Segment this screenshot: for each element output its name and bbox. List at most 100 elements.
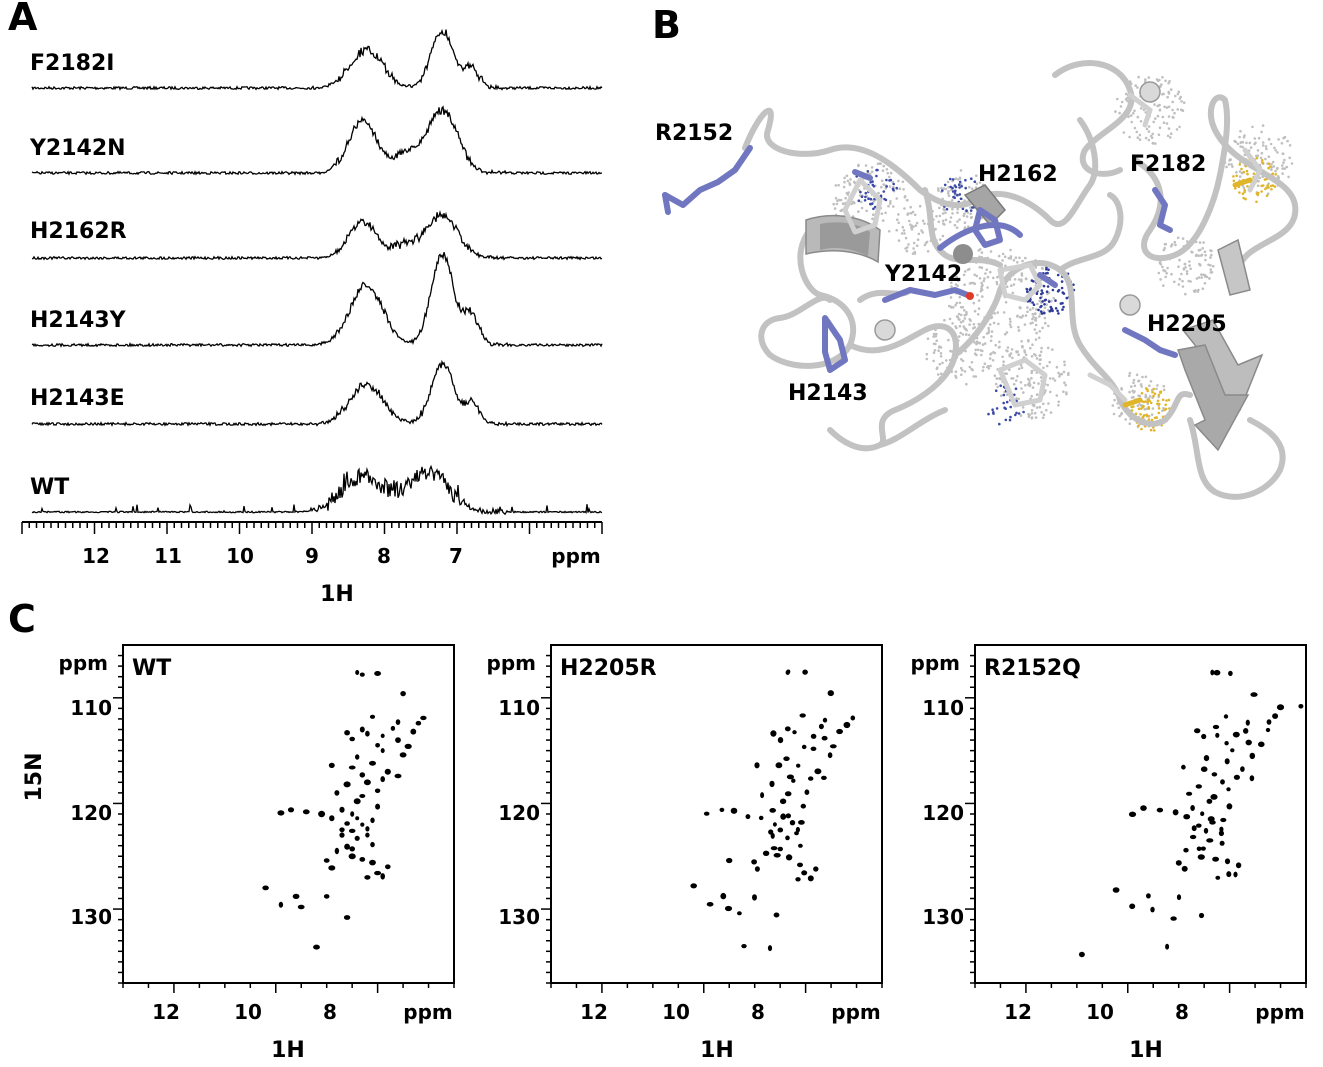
surface-dot [1031,343,1034,347]
hsqc-peak [329,815,335,822]
surface-dot [1273,146,1276,150]
residue-label-h2143: H2143 [788,381,868,406]
hsqc-peak [390,725,396,731]
surface-dot [1145,127,1149,131]
surface-dot [985,268,989,272]
hsqc-peak [783,756,790,761]
hsqc-peak [827,752,833,759]
surface-dot [1163,246,1166,250]
surface-dot [1272,165,1276,168]
surface-dot [963,221,967,224]
hsqc-peak [359,857,366,862]
surface-dot [1261,144,1265,147]
hsqc-peak [350,811,355,817]
helix-ribbon [805,214,881,264]
surface-dot [1009,248,1012,252]
surface-dot [1033,318,1037,322]
surface-dot [1178,97,1182,100]
surface-dot [1128,371,1132,375]
surface-dot [986,275,990,279]
surface-dot [1018,316,1022,319]
surface-dot [875,174,878,178]
surface-dot [1184,292,1187,296]
hsqc-peak [785,854,793,861]
x-axis-title: 1H [700,1038,734,1063]
surface-dot [992,276,995,280]
surface-dot [911,210,915,214]
hsqc-peak [797,862,803,868]
surface-dot [886,171,889,175]
hsqc-peak [1200,846,1206,851]
surface-dot [1267,137,1271,141]
surface-dot [1178,258,1181,262]
surface-dot [889,200,892,203]
axis-ticks [113,654,455,993]
surface-dot [1286,139,1289,143]
hsqc-peak [758,815,764,821]
surface-dot [1015,350,1019,354]
surface-dot [965,209,968,212]
x-tick-label-12: 12 [1004,1000,1032,1024]
surface-dot [1261,161,1265,165]
surface-dot [965,333,968,336]
hsqc-peak [1175,860,1182,866]
surface-dot [1064,383,1067,387]
surface-dot [932,359,935,363]
surface-dot [1234,187,1237,190]
surface-dot [1281,152,1285,155]
surface-dot [1171,115,1175,119]
hsqc-peak [1112,887,1120,893]
surface-dot [1187,279,1190,283]
y-tick-label-130: 130 [922,905,964,929]
surface-dot [1149,380,1153,383]
surface-dot [986,365,989,369]
surface-dot [902,229,906,232]
surface-dot [1163,269,1167,273]
grey-sidechains [842,92,1263,408]
surface-dot [1019,381,1023,384]
hsqc-peak [1200,811,1205,816]
surface-dot [949,305,953,309]
surface-dot [941,361,944,365]
hsqc-peak [354,835,360,841]
surface-dot [1150,413,1154,416]
surface-dot [1164,275,1167,279]
surface-dot [943,183,947,187]
surface-dot [1029,308,1032,312]
surface-dot [1233,139,1236,143]
x-axis-title: 1H [320,582,354,607]
surface-dot [845,191,849,195]
surface-dot [1042,402,1045,406]
surface-dot [964,313,967,317]
surface-dot [1002,311,1006,314]
surface-dot [934,335,938,338]
surface-dot [1157,395,1160,399]
surface-dot [897,239,901,242]
surface-dot [1232,179,1236,183]
surface-dot [1240,167,1243,171]
hsqc-peak [799,713,806,718]
surface-dot [977,299,981,302]
surface-dot [1150,418,1154,422]
surface-dot [1031,312,1035,316]
surface-dot [1137,407,1141,411]
hsqc-peak [1243,728,1249,734]
hsqc-peak [690,883,697,889]
surface-dot [1271,184,1275,187]
surface-dot [1251,125,1254,129]
surface-dot [972,375,975,378]
surface-dot [978,266,982,269]
surface-dot [871,202,874,205]
surface-dot [947,190,950,193]
tick-label-9: 9 [305,544,319,568]
surface-dot [1029,287,1032,290]
surface-dot [951,178,955,181]
surface-dot [1204,254,1207,257]
surface-dot [1124,92,1128,96]
surface-dot [987,412,990,416]
surface-dot [1061,301,1064,305]
surface-dot [1043,311,1046,315]
hsqc-peak [751,859,757,865]
y-tick-label-ppm: ppm [59,651,108,675]
surface-dot [1045,408,1048,412]
